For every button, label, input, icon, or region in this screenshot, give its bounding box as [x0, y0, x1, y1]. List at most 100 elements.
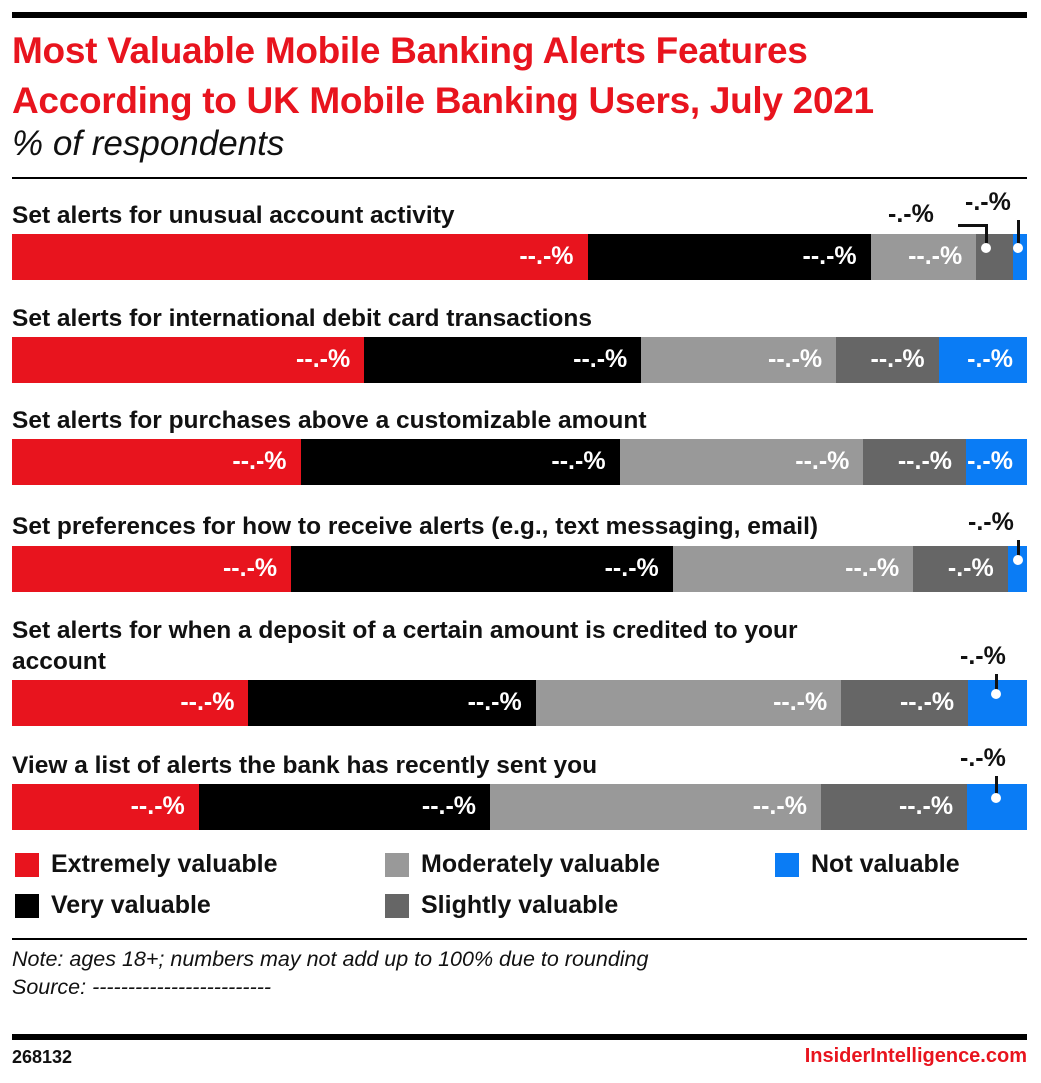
bar-segment-very-valuable: --.-% [364, 337, 642, 383]
bar-row: --.-% --.-% --.-% --.-% -.-% [12, 337, 1027, 383]
data-label: --.-% [222, 554, 278, 582]
bar-segment-very-valuable: --.-% [248, 680, 536, 726]
bar-row: --.-% --.-% --.-% --.-% -.-% [12, 439, 1027, 485]
bar-segment-very-valuable: --.-% [291, 546, 673, 592]
legend-item-not: Not valuable [775, 850, 960, 879]
data-label: --.-% [421, 792, 477, 820]
data-label: --.-% [908, 242, 963, 270]
data-label: --.-% [768, 345, 823, 373]
callout-dot [1013, 555, 1023, 565]
legend-swatch [15, 852, 39, 877]
data-label: -.-% [947, 554, 994, 582]
bar-row: --.-% --.-% --.-% --.-% [12, 680, 1027, 726]
callout-dot [991, 689, 1001, 699]
data-label: --.-% [898, 792, 954, 820]
bar-segment-extremely-valuable: --.-% [12, 546, 292, 592]
bar-segment-extremely-valuable: --.-% [12, 680, 249, 726]
bar-segment-not-valuable: -.-% [966, 439, 1027, 485]
callout-label: -.-% [960, 744, 1006, 772]
top-rule [12, 12, 1027, 18]
data-label: --.-% [773, 688, 828, 716]
legend-label: Extremely valuable [51, 850, 278, 878]
legend-swatch [385, 852, 409, 877]
data-label: --.-% [130, 792, 185, 820]
callout-label: -.-% [960, 642, 1006, 670]
legend-swatch [15, 893, 39, 918]
bar-segment-very-valuable: --.-% [300, 439, 620, 485]
callout-label: -.-% [968, 508, 1014, 536]
bar-segment-slightly-valuable: --.-% [841, 680, 969, 726]
category-label: View a list of alerts the bank has recen… [12, 752, 598, 779]
data-label: --.-% [897, 447, 953, 475]
callout-leader-line [994, 674, 998, 694]
data-label: --.-% [296, 345, 351, 373]
legend-label: Very valuable [51, 891, 211, 919]
data-label: --.-% [802, 242, 857, 270]
data-label: --.-% [604, 554, 659, 582]
bar-segment-moderately-valuable: --.-% [490, 784, 821, 830]
callout-label: -.-% [888, 200, 934, 228]
data-label: --.-% [845, 554, 900, 582]
bar-segment-extremely-valuable: --.-% [12, 439, 301, 485]
legend-item-very: Very valuable [15, 891, 211, 920]
bar-segment-slightly-valuable [976, 234, 1013, 280]
callout-dot [1013, 243, 1023, 253]
data-label: --.-% [232, 447, 287, 475]
data-label: --.-% [551, 447, 606, 475]
category-label: Set preferences for how to receive alert… [12, 513, 819, 540]
bar-segment-moderately-valuable: --.-% [619, 439, 864, 485]
category-label: Set alerts for when a deposit of a certa… [12, 617, 798, 675]
callout-leader-line [958, 224, 988, 227]
bar-segment-extremely-valuable: --.-% [12, 784, 199, 830]
bar-segment-not-valuable: -.-% [938, 337, 1027, 383]
data-label: --.-% [180, 688, 235, 716]
bar-segment-moderately-valuable: --.-% [641, 337, 837, 383]
data-label: --.-% [899, 688, 955, 716]
bar-segment-moderately-valuable: --.-% [870, 234, 977, 280]
callout-leader-line [1016, 540, 1020, 560]
bar-segment-not-valuable [968, 680, 1027, 726]
chart-source: Source: ------------------------- [12, 975, 272, 999]
title-line-2: According to UK Mobile Banking Users, Ju… [12, 80, 874, 121]
bar-segment-very-valuable: --.-% [198, 784, 491, 830]
callout-leader-line [994, 776, 998, 798]
category-label: Set alerts for purchases above a customi… [12, 407, 647, 434]
category-label: Set alerts for unusual account activity [12, 202, 455, 229]
legend-item-slightly: Slightly valuable [385, 891, 618, 920]
legend-label: Moderately valuable [421, 850, 660, 878]
bar-segment-slightly-valuable: --.-% [863, 439, 967, 485]
legend-label: Not valuable [811, 850, 960, 878]
chart-note: Note: ages 18+; numbers may not add up t… [12, 947, 649, 971]
footer-divider [12, 938, 1027, 940]
brand-logo[interactable]: InsiderIntelligence.com [804, 1045, 1027, 1067]
header-divider [12, 177, 1027, 179]
legend-item-extremely: Extremely valuable [15, 850, 278, 879]
legend-label: Slightly valuable [421, 891, 619, 919]
bar-segment-not-valuable [1012, 234, 1027, 280]
callout-leader-line [984, 224, 988, 248]
legend-swatch [385, 893, 409, 918]
chart-title: Most Valuable Mobile Banking Alerts Feat… [12, 26, 874, 126]
chart-id: 268132 [12, 1047, 73, 1067]
data-label: --.-% [467, 688, 522, 716]
data-label: -.-% [967, 345, 1013, 373]
bar-row: --.-% --.-% --.-% [12, 234, 1027, 280]
callout-dot [981, 243, 991, 253]
chart-subtitle: % of respondents [12, 124, 285, 163]
legend-item-moderately: Moderately valuable [385, 850, 660, 879]
category-label: Set alerts for international debit card … [12, 305, 592, 332]
data-label: --.-% [752, 792, 807, 820]
callout-label: -.-% [965, 188, 1011, 216]
callout-dot [991, 793, 1001, 803]
bar-row: --.-% --.-% --.-% --.-% [12, 784, 1027, 830]
bar-segment-moderately-valuable: --.-% [672, 546, 914, 592]
bottom-rule [12, 1034, 1027, 1040]
bar-segment-moderately-valuable: --.-% [535, 680, 842, 726]
bar-row: --.-% --.-% --.-% -.-% [12, 546, 1027, 592]
data-label: --.-% [795, 447, 850, 475]
bar-segment-slightly-valuable: --.-% [820, 784, 968, 830]
data-label: --.-% [573, 345, 628, 373]
data-label: --.-% [519, 242, 574, 270]
bar-segment-slightly-valuable: -.-% [913, 546, 1008, 592]
bar-segment-extremely-valuable: --.-% [12, 234, 588, 280]
